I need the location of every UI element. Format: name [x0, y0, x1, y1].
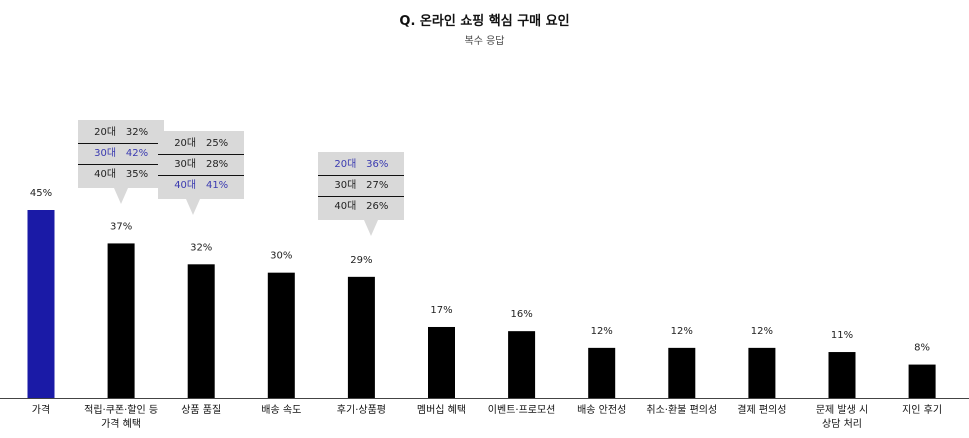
- bar: [267, 272, 295, 398]
- callout-value: 32%: [125, 127, 149, 138]
- chart-title: Q. 온라인 쇼핑 핵심 구매 요인: [399, 14, 570, 29]
- callout-value: 42%: [125, 148, 149, 159]
- bar: [908, 364, 936, 398]
- callout-row: 30대 27%: [318, 175, 405, 196]
- bar: [27, 210, 55, 398]
- category-label: 취소·환불 편의성: [646, 404, 717, 416]
- category-label: 배송 안전성: [577, 404, 626, 416]
- bar: [508, 331, 536, 398]
- category-label: 지인 후기: [902, 404, 942, 416]
- bar: [187, 264, 215, 398]
- callout-value: 27%: [366, 180, 389, 191]
- bar: [347, 276, 375, 398]
- data-label: 17%: [430, 305, 452, 316]
- data-label: 45%: [30, 188, 52, 199]
- callout-row: 30대 28%: [158, 154, 245, 175]
- callout-age: 40대: [334, 201, 357, 212]
- bar: [668, 347, 696, 398]
- data-label: 16%: [510, 309, 532, 320]
- category-label: 문제 발생 시: [816, 404, 868, 416]
- bar: [428, 326, 455, 398]
- callout-pointer: [186, 199, 201, 215]
- callout-row: 20대 25%: [158, 134, 244, 154]
- callout-value: 35%: [125, 169, 149, 180]
- callout-row: 40대 35%: [78, 164, 165, 185]
- category-label: 배송 속도: [261, 404, 301, 416]
- callout-age: 40대: [94, 169, 117, 180]
- category-label: 결제 편의성: [737, 404, 786, 416]
- data-label: 30%: [270, 251, 292, 262]
- callout-age: 20대: [94, 127, 117, 138]
- callout-row: 40대 41%: [158, 175, 245, 196]
- category-label: 이벤트·프로모션: [488, 404, 556, 416]
- callout-row: 20대 36%: [318, 155, 404, 175]
- category-label: 가격 혜택: [101, 417, 141, 430]
- callout-age: 30대: [334, 180, 357, 191]
- callout-pointer: [114, 188, 129, 204]
- bar: [828, 352, 856, 398]
- category-label: 후기·상품평: [337, 404, 386, 416]
- category-label: 가격: [32, 403, 50, 416]
- callout-pointer: [364, 220, 379, 236]
- callout-box: 20대 32% 30대 42% 40대 35%: [78, 120, 165, 204]
- bar: [107, 243, 135, 398]
- callout-row: 20대 32%: [78, 123, 164, 143]
- callout-age: 20대: [174, 138, 197, 149]
- callout-box: 20대 36% 30대 27% 40대 26%: [318, 152, 405, 236]
- bar: [748, 347, 776, 398]
- callout-age: 40대: [174, 180, 197, 191]
- callout-value: 41%: [205, 180, 229, 191]
- data-label: 11%: [831, 330, 853, 341]
- data-label: 37%: [110, 221, 132, 232]
- data-label: 29%: [350, 255, 372, 266]
- data-label: 12%: [751, 326, 773, 337]
- category-label: 상품 품질: [181, 404, 221, 416]
- data-label: 32%: [190, 242, 212, 253]
- category-label: 적립·쿠폰·할인 등: [84, 403, 158, 416]
- callout-value: 36%: [366, 159, 389, 170]
- category-label: 멤버십 혜택: [417, 404, 466, 416]
- category-label: 상담 처리: [822, 418, 862, 430]
- data-label: 8%: [914, 343, 930, 354]
- data-label: 12%: [591, 326, 613, 337]
- callout-row: 30대 42%: [78, 143, 165, 164]
- chart-subtitle: 복수 응답: [464, 36, 505, 47]
- bar: [588, 347, 616, 398]
- callout-age: 20대: [334, 159, 357, 170]
- callout-value: 26%: [366, 201, 389, 212]
- callout-age: 30대: [174, 159, 197, 170]
- callout-box: 20대 25% 30대 28% 40대 41%: [158, 131, 245, 215]
- callout-row: 40대 26%: [318, 196, 405, 217]
- callout-value: 25%: [205, 138, 229, 149]
- callout-value: 28%: [205, 159, 229, 170]
- data-label: 12%: [671, 326, 693, 337]
- callout-age: 30대: [94, 148, 117, 159]
